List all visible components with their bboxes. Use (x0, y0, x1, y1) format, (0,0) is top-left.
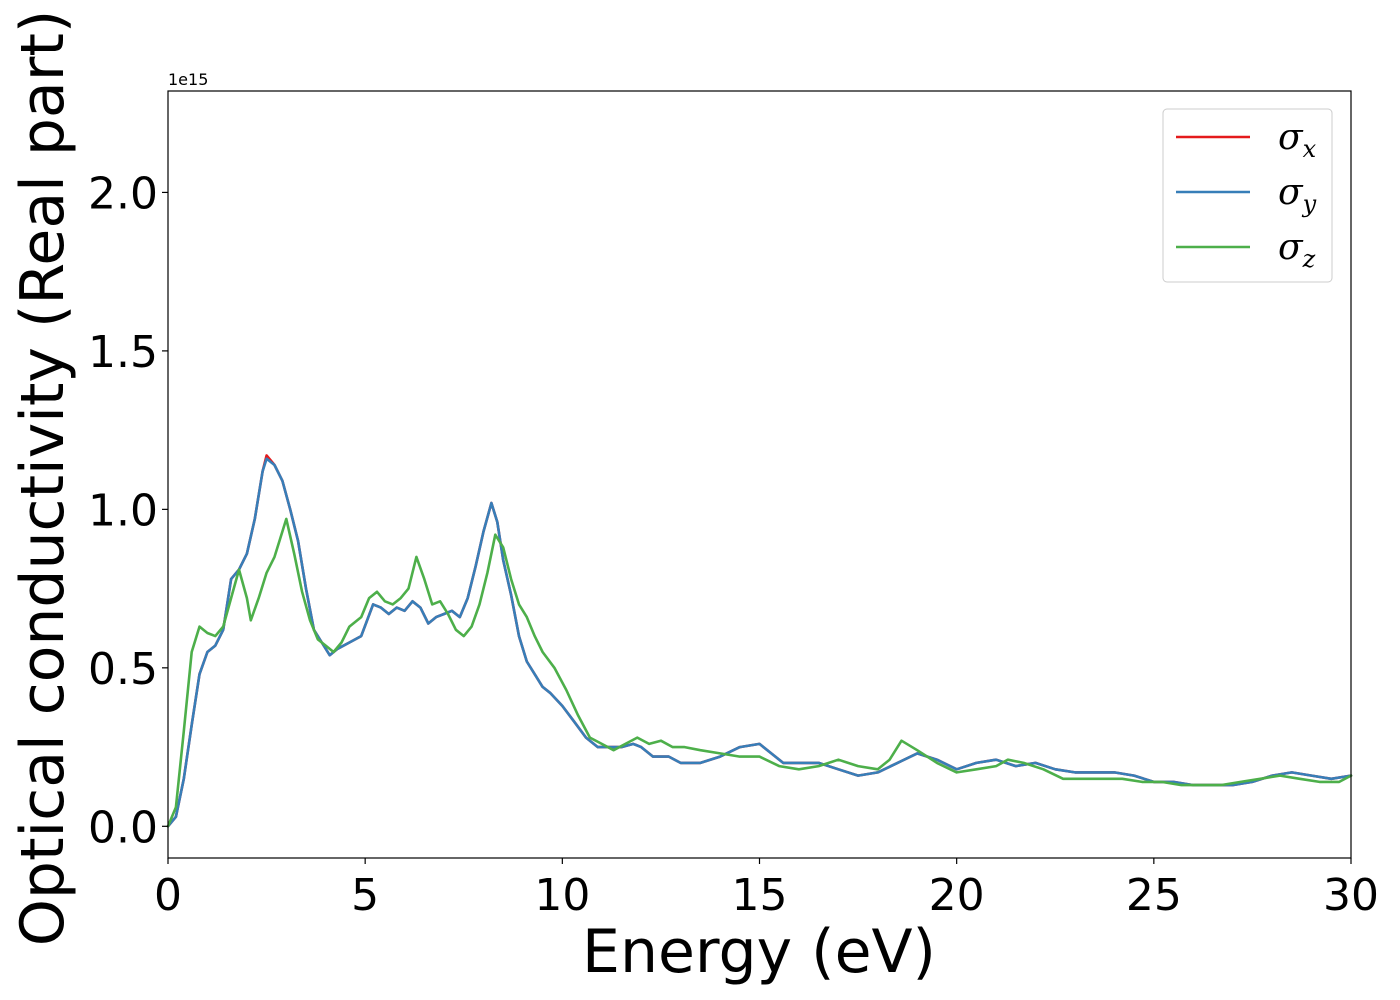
series-line-sigma-y (166, 457, 1353, 828)
legend-box (1162, 108, 1333, 283)
series-line-sigma-z (166, 517, 1353, 828)
x-tick-label: 20 (929, 870, 985, 921)
y-tick-label: 0.0 (88, 802, 158, 853)
legend-label-sigma-z: σz (1278, 227, 1316, 273)
legend-label-sigma-y: σy (1278, 172, 1317, 218)
x-tick-label: 10 (534, 870, 590, 921)
x-tick-label: 25 (1126, 870, 1182, 921)
x-tick-label: 30 (1323, 870, 1379, 921)
legend: σx σy σz (1162, 108, 1333, 283)
y-tick-label: 0.5 (88, 644, 158, 695)
legend-label-sigma-x: σx (1278, 117, 1317, 163)
x-tick-label: 15 (732, 870, 788, 921)
series-layer (166, 454, 1353, 828)
tick-layer: 0 5 10 15 20 25 30 0.0 0.5 1.0 1.5 2.0 (88, 168, 1379, 921)
x-tick-label: 5 (351, 870, 379, 921)
y-tick-label: 1.0 (88, 485, 158, 536)
y-axis-label: Optical conductivity (Real part) (8, 10, 78, 947)
y-tick-label: 2.0 (88, 168, 158, 219)
y-offset-label: 1e15 (168, 70, 208, 89)
x-axis-label: Energy (eV) (582, 917, 936, 987)
y-tick-label: 1.5 (88, 327, 158, 378)
x-tick-label: 0 (154, 870, 182, 921)
